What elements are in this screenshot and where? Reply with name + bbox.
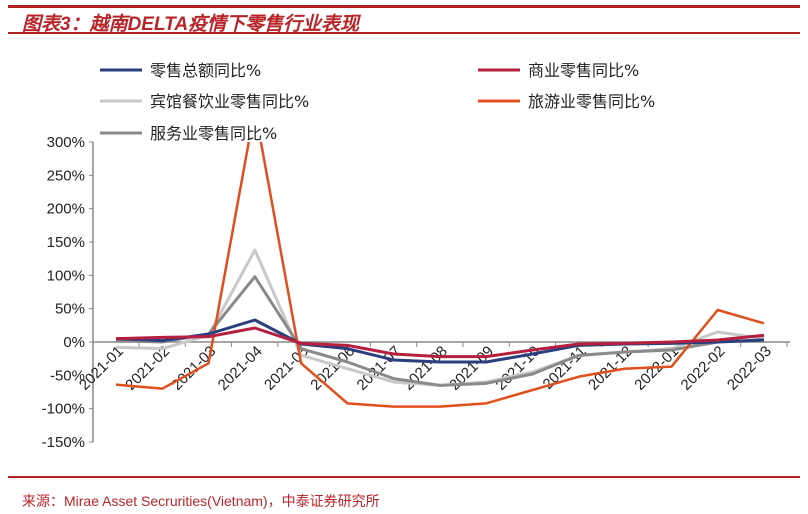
y-tick-label: 300% (47, 134, 85, 151)
legend-label: 宾馆餐饮业零售同比% (150, 92, 309, 111)
legend-label: 服务业零售同比% (150, 124, 277, 143)
series-line-4 (115, 142, 765, 408)
source-note: 来源：Mirae Asset Secrurities(Vietnam)，中泰证券… (22, 493, 380, 509)
y-tick-label: -150% (42, 434, 85, 451)
y-tick-label: -100% (42, 401, 85, 418)
y-tick-label: 200% (47, 201, 85, 218)
footer-rule (8, 476, 800, 478)
x-tick-label: 2022-03 (724, 343, 775, 394)
y-tick-label: -50% (50, 367, 85, 384)
y-tick-label: 150% (47, 234, 85, 251)
y-tick-label: 250% (47, 167, 85, 184)
series-line-5 (115, 275, 765, 387)
series-line-2 (115, 326, 765, 359)
legend-label: 零售总额同比% (150, 61, 261, 80)
y-tick-label: 100% (47, 267, 85, 284)
figure-title: 图表3：越南DELTA疫情下零售行业表现 (22, 14, 360, 35)
top-rule (8, 5, 800, 8)
y-tick-label: 50% (55, 301, 85, 318)
x-tick-label: 2021-04 (215, 343, 266, 394)
legend-label: 商业零售同比% (528, 61, 639, 80)
y-tick-label: 0% (63, 334, 85, 351)
title-rule (8, 32, 800, 34)
legend-label: 旅游业零售同比% (528, 92, 655, 111)
